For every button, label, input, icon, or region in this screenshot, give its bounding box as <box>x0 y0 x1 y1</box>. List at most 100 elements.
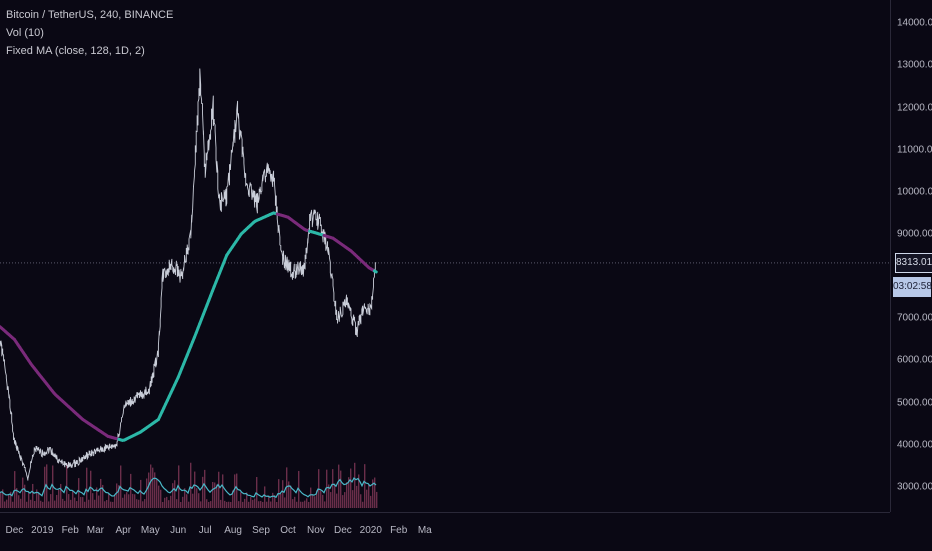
volume-bar <box>360 494 361 508</box>
volume-bar <box>98 496 99 508</box>
time-tick-label: Apr <box>116 525 132 536</box>
time-tick-label: Sep <box>252 525 270 536</box>
volume-bar <box>270 502 271 508</box>
volume-bar <box>6 500 7 508</box>
volume-bar <box>362 502 363 508</box>
volume-bar <box>176 499 177 508</box>
volume-bar <box>306 498 307 508</box>
volume-bar <box>168 500 169 508</box>
volume-bar <box>336 494 337 508</box>
price-chart[interactable] <box>0 0 890 512</box>
volume-bar <box>162 502 163 508</box>
volume-bar <box>208 502 209 508</box>
volume-bar <box>40 501 41 508</box>
price-tick-label: 10000.00 <box>897 186 932 197</box>
volume-bar <box>352 490 353 508</box>
volume-bar <box>74 498 75 508</box>
volume-bar <box>290 486 291 508</box>
ma-segment <box>374 271 376 272</box>
volume-bar <box>186 494 187 508</box>
volume-bar <box>222 474 223 508</box>
price-tick-label: 14000.00 <box>897 18 932 29</box>
volume-bar <box>34 501 35 508</box>
time-tick-label: Feb <box>62 525 79 536</box>
volume-bar <box>20 499 21 508</box>
volume-bar <box>78 478 79 508</box>
volume-bar <box>304 501 305 508</box>
volume-bar <box>250 497 251 508</box>
volume-bar <box>346 482 347 508</box>
volume-bar <box>12 502 13 508</box>
time-tick-label: Jul <box>199 525 212 536</box>
volume-bar <box>14 471 15 508</box>
volume-bar <box>324 501 325 508</box>
price-tick-label: 12000.00 <box>897 102 932 113</box>
volume-bar <box>140 480 141 508</box>
volume-bar <box>82 497 83 508</box>
volume-bar <box>366 490 367 508</box>
volume-bar <box>182 497 183 508</box>
volume-bar <box>228 502 229 508</box>
volume-bar <box>124 494 125 508</box>
volume-bar <box>192 494 193 508</box>
legend-volume[interactable]: Vol (10) <box>6 24 173 42</box>
volume-bar <box>92 493 93 508</box>
volume-bar <box>198 493 199 508</box>
volume-bar <box>210 501 211 508</box>
volume-bar <box>152 468 153 508</box>
last-price-label: 8313.01 <box>895 253 932 273</box>
chart-area[interactable]: Bitcoin / TetherUS, 240, BINANCE Vol (10… <box>0 0 890 512</box>
legend-indicator[interactable]: Fixed MA (close, 128, 1D, 2) <box>6 42 173 60</box>
volume-bar <box>30 500 31 508</box>
volume-bar <box>26 502 27 508</box>
volume-bar <box>138 500 139 508</box>
volume-bar <box>54 501 55 508</box>
time-tick-label: Mar <box>87 525 104 536</box>
volume-bar <box>188 502 189 508</box>
volume-ma-line <box>0 478 376 497</box>
volume-bar <box>80 497 81 508</box>
volume-bar <box>88 500 89 508</box>
time-tick-label: Nov <box>307 525 325 536</box>
volume-bar <box>332 469 333 508</box>
price-tick-label: 11000.00 <box>897 144 932 155</box>
volume-bar <box>84 502 85 508</box>
volume-bar <box>172 483 173 508</box>
volume-bar <box>90 471 91 508</box>
volume-bar <box>86 468 87 508</box>
volume-bar <box>330 492 331 508</box>
volume-bar <box>110 502 111 508</box>
volume-bar <box>180 502 181 508</box>
volume-bar <box>72 490 73 508</box>
time-tick-label: 2020 <box>360 525 382 536</box>
volume-bar <box>272 493 273 508</box>
volume-bar <box>196 488 197 508</box>
volume-bar <box>158 486 159 508</box>
volume-bar <box>8 494 9 508</box>
volume-bar <box>106 500 107 508</box>
volume-bar <box>28 492 29 508</box>
volume-bar <box>132 494 133 508</box>
volume-bar <box>300 502 301 508</box>
legend-symbol[interactable]: Bitcoin / TetherUS, 240, BINANCE <box>6 6 173 24</box>
volume-bar <box>266 502 267 508</box>
volume-bar <box>234 474 235 508</box>
price-tick-label: 3000.00 <box>897 481 932 492</box>
price-tick-label: 9000.00 <box>897 229 932 240</box>
price-tick-label: 5000.00 <box>897 397 932 408</box>
volume-bar <box>218 472 219 508</box>
volume-bar <box>22 478 23 508</box>
volume-bar <box>344 492 345 508</box>
volume-bar <box>204 470 205 508</box>
volume-bar <box>112 502 113 508</box>
volume-bar <box>280 494 281 508</box>
volume-bar <box>322 495 323 508</box>
volume-bar <box>258 501 259 508</box>
volume-bar <box>200 501 201 508</box>
volume-bar <box>32 484 33 508</box>
chart-legend: Bitcoin / TetherUS, 240, BINANCE Vol (10… <box>6 6 173 60</box>
volume-bar <box>212 482 213 508</box>
volume-bar <box>310 488 311 508</box>
volume-bar <box>236 474 237 508</box>
